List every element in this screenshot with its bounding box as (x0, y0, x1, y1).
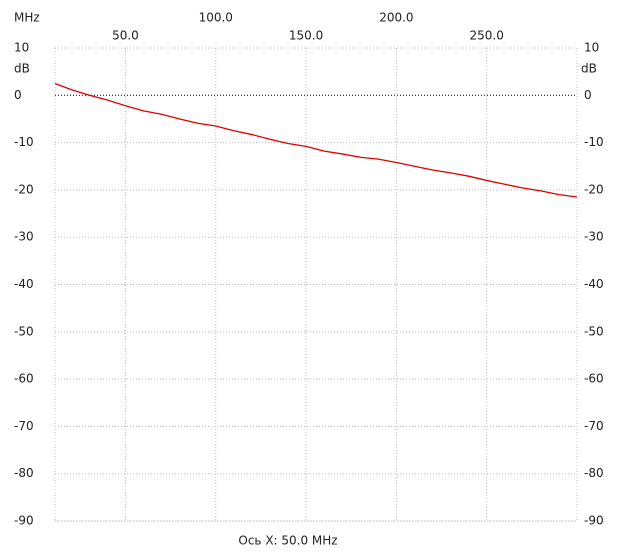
y-tick-label-right: -30 (584, 230, 604, 244)
y-tick-label-left: -30 (14, 230, 34, 244)
y-tick-label-right: -60 (584, 372, 604, 386)
x-tick-label: 250.0 (470, 29, 504, 43)
x-axis-label: Ось X: 50.0 MHz (238, 534, 337, 548)
y-tick-label-right: 10 (584, 41, 599, 55)
y-tick-label-left: -20 (14, 182, 34, 196)
y-tick-label-left: -40 (14, 277, 34, 291)
y-tick-label-left: 0 (14, 88, 22, 102)
data-line (54, 82, 578, 198)
y-tick-label-right: -20 (584, 182, 604, 196)
y-tick-label-left: -10 (14, 135, 34, 149)
y-tick-label-right: -70 (584, 419, 604, 433)
y-tick-label-left: -80 (14, 466, 34, 480)
y-unit-right: dB (581, 62, 597, 76)
y-unit-left: dB (14, 62, 30, 76)
x-tick-label: 200.0 (379, 11, 413, 25)
y-tick-label-left: -60 (14, 372, 34, 386)
y-tick-label-left: -50 (14, 324, 34, 338)
y-tick-label-right: 0 (584, 88, 592, 102)
y-tick-label-right: -80 (584, 466, 604, 480)
x-unit: MHz (14, 11, 40, 25)
x-tick-label: 100.0 (199, 11, 233, 25)
y-tick-label-left: 10 (14, 41, 29, 55)
y-tick-label-right: -90 (584, 514, 604, 528)
y-tick-label-right: -10 (584, 135, 604, 149)
x-tick-label: 150.0 (289, 29, 323, 43)
y-tick-label-right: -50 (584, 324, 604, 338)
y-tick-label-left: -90 (14, 514, 34, 528)
x-tick-label: 50.0 (112, 29, 139, 43)
y-tick-label-right: -40 (584, 277, 604, 291)
y-tick-label-left: -70 (14, 419, 34, 433)
